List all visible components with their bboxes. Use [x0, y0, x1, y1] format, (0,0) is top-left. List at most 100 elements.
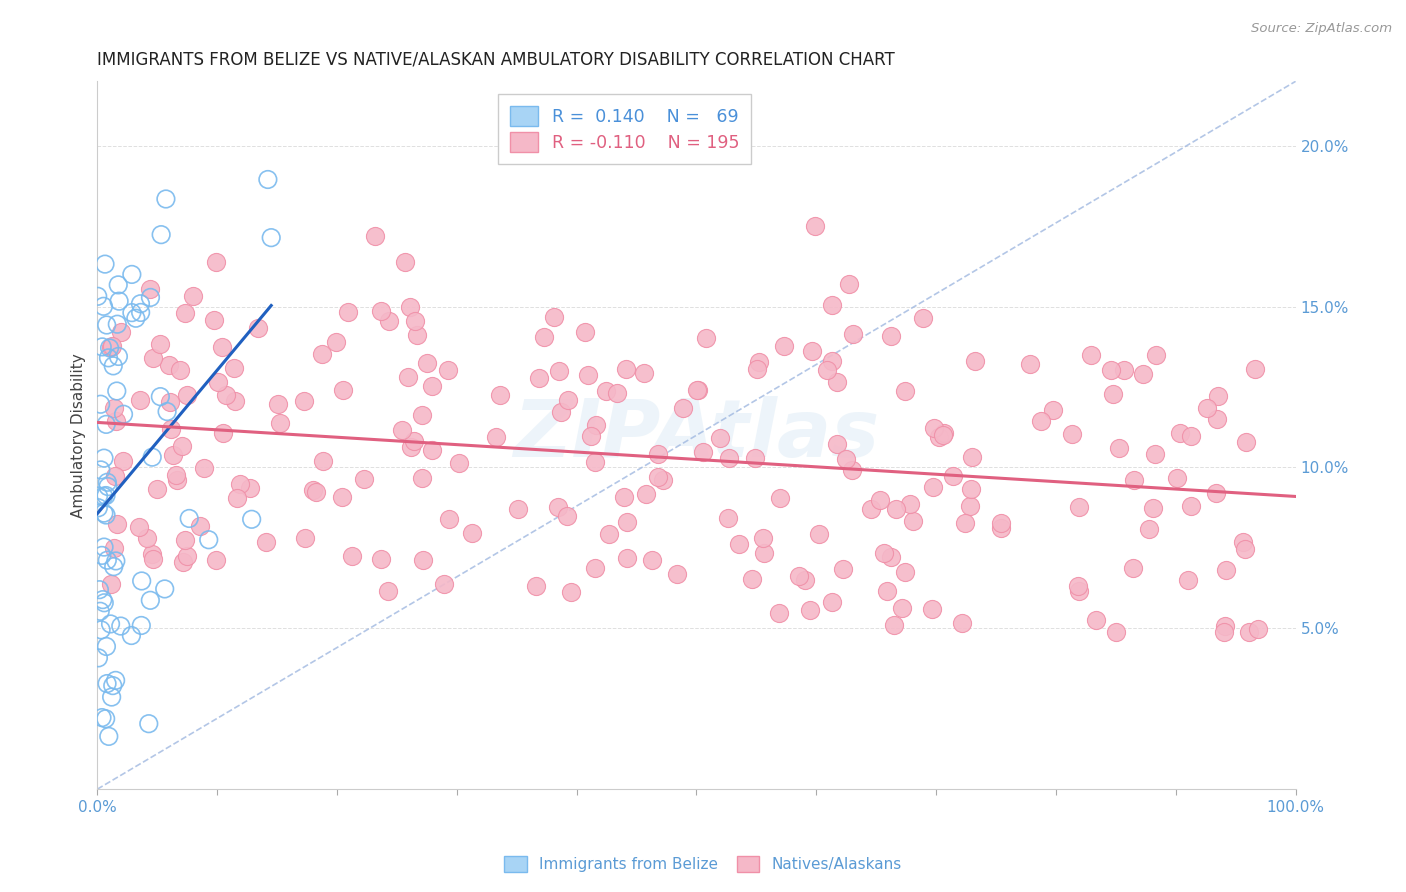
Point	[93, 299, 115, 313]
Point	[821, 594, 844, 608]
Point	[129, 305, 152, 319]
Point	[91, 340, 114, 354]
Point	[800, 343, 823, 358]
Point	[1108, 441, 1130, 455]
Point	[138, 716, 160, 731]
Point	[420, 379, 443, 393]
Point	[880, 329, 903, 343]
Point	[222, 360, 245, 375]
Point	[960, 482, 983, 496]
Point	[506, 502, 529, 516]
Point	[93, 489, 115, 503]
Point	[647, 447, 669, 461]
Point	[422, 442, 444, 457]
Point	[808, 526, 831, 541]
Point	[193, 461, 215, 475]
Point	[1234, 541, 1257, 556]
Point	[717, 450, 740, 465]
Point	[748, 354, 770, 368]
Point	[139, 290, 162, 304]
Point	[141, 548, 163, 562]
Point	[128, 519, 150, 533]
Point	[555, 509, 578, 524]
Point	[202, 313, 225, 327]
Point	[894, 565, 917, 579]
Point	[332, 490, 354, 504]
Point	[107, 277, 129, 292]
Point	[990, 521, 1012, 535]
Point	[90, 397, 112, 411]
Point	[103, 359, 125, 373]
Point	[898, 497, 921, 511]
Point	[831, 562, 853, 576]
Point	[107, 350, 129, 364]
Point	[838, 277, 860, 292]
Point	[1180, 429, 1202, 443]
Point	[437, 512, 460, 526]
Point	[894, 384, 917, 398]
Point	[391, 423, 413, 437]
Point	[181, 289, 204, 303]
Point	[1205, 486, 1227, 500]
Point	[1067, 500, 1090, 515]
Point	[880, 550, 903, 565]
Point	[752, 546, 775, 560]
Point	[876, 583, 898, 598]
Point	[533, 330, 555, 344]
Point	[226, 491, 249, 505]
Point	[87, 500, 110, 515]
Point	[370, 303, 392, 318]
Point	[112, 454, 135, 468]
Point	[96, 475, 118, 490]
Point	[96, 417, 118, 432]
Point	[98, 341, 121, 355]
Point	[1144, 348, 1167, 362]
Point	[921, 602, 943, 616]
Point	[254, 535, 277, 549]
Point	[325, 334, 347, 349]
Point	[883, 618, 905, 632]
Text: IMMIGRANTS FROM BELIZE VS NATIVE/ALASKAN AMBULATORY DISABILITY CORRELATION CHART: IMMIGRANTS FROM BELIZE VS NATIVE/ALASKAN…	[97, 51, 896, 69]
Point	[869, 492, 891, 507]
Point	[745, 361, 768, 376]
Point	[188, 519, 211, 533]
Point	[1031, 414, 1053, 428]
Point	[108, 294, 131, 309]
Point	[598, 527, 620, 541]
Point	[156, 404, 179, 418]
Point	[827, 375, 849, 389]
Point	[160, 422, 183, 436]
Point	[583, 454, 606, 468]
Point	[205, 552, 228, 566]
Point	[834, 451, 856, 466]
Point	[1205, 412, 1227, 426]
Point	[585, 418, 607, 433]
Point	[103, 541, 125, 555]
Point	[96, 640, 118, 654]
Point	[110, 619, 132, 633]
Point	[364, 228, 387, 243]
Point	[416, 356, 439, 370]
Point	[1234, 434, 1257, 449]
Point	[332, 384, 354, 398]
Point	[841, 463, 863, 477]
Point	[101, 679, 124, 693]
Point	[311, 347, 333, 361]
Point	[1237, 624, 1260, 639]
Point	[692, 444, 714, 458]
Point	[87, 651, 110, 665]
Point	[695, 331, 717, 345]
Point	[228, 477, 250, 491]
Legend: R =  0.140    N =   69, R = -0.110    N = 195: R = 0.140 N = 69, R = -0.110 N = 195	[498, 94, 751, 164]
Point	[1206, 389, 1229, 403]
Point	[1180, 499, 1202, 513]
Point	[103, 401, 125, 416]
Point	[804, 219, 827, 233]
Point	[136, 531, 159, 545]
Point	[215, 388, 238, 402]
Point	[166, 473, 188, 487]
Point	[717, 510, 740, 524]
Point	[527, 371, 550, 385]
Point	[769, 491, 792, 505]
Point	[125, 311, 148, 326]
